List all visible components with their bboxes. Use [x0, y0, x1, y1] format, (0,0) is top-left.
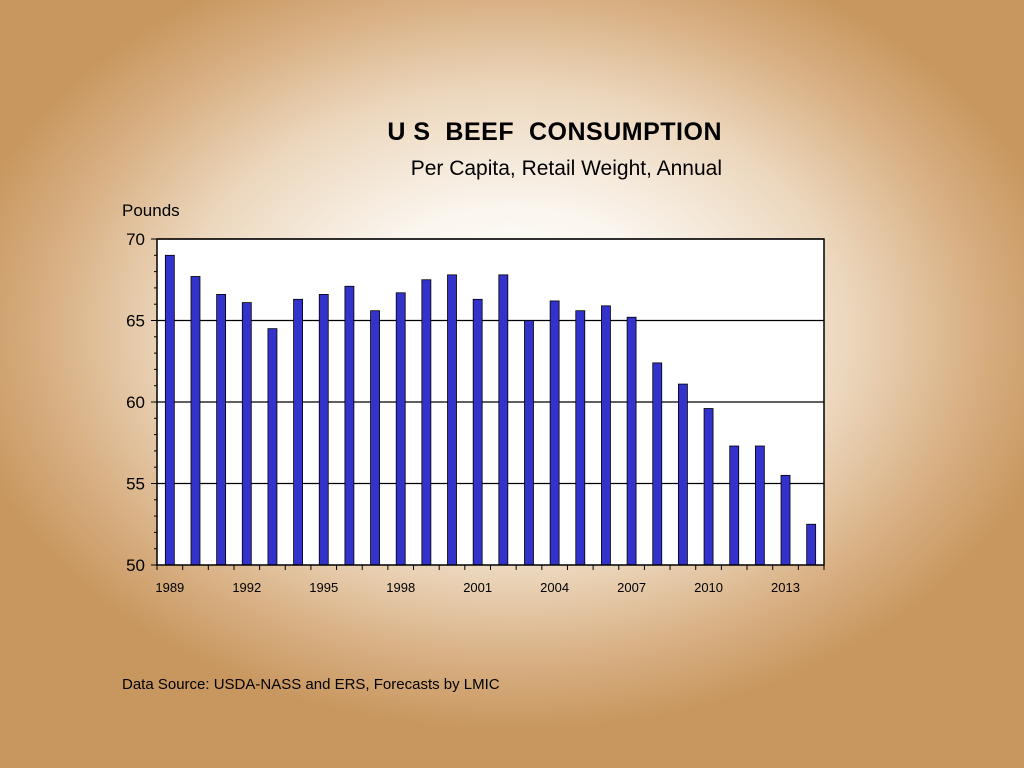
- bar-1998: [395, 292, 406, 566]
- bar-1991: [216, 294, 227, 566]
- bar-1994: [293, 298, 303, 566]
- bar-2002: [498, 274, 509, 566]
- bar-1992: [241, 302, 252, 566]
- bar-2008: [652, 362, 663, 566]
- bar-1990: [190, 276, 201, 566]
- y-axis-label: Pounds: [122, 201, 180, 220]
- y-tick-label: 55: [126, 475, 145, 494]
- bar-1997: [370, 310, 380, 566]
- x-tick-label: 2001: [463, 580, 492, 595]
- x-tick-label: 1989: [155, 580, 184, 595]
- bar-2013: [780, 474, 791, 566]
- x-tick-label: 1992: [232, 580, 261, 595]
- bar-2011: [729, 445, 740, 566]
- bar-2010: [703, 408, 714, 566]
- bar-2014: [806, 523, 817, 566]
- bar-1999: [421, 279, 432, 566]
- chart-subtitle: Per Capita, Retail Weight, Annual: [410, 157, 722, 180]
- bar-1993: [267, 328, 278, 566]
- bar-1995: [318, 294, 329, 566]
- bar-2012: [754, 445, 765, 566]
- x-tick-label: 1998: [386, 580, 415, 595]
- y-tick-label: 70: [126, 230, 145, 249]
- x-tick-label: 2004: [540, 580, 569, 595]
- x-tick-label: 2007: [617, 580, 646, 595]
- bar-2009: [678, 383, 688, 566]
- bar-2006: [601, 305, 611, 566]
- x-tick-label: 1995: [309, 580, 338, 595]
- bar-2004: [549, 300, 560, 566]
- bar-2000: [447, 274, 457, 566]
- bar-2005: [575, 310, 586, 566]
- bar-2007: [626, 316, 637, 566]
- y-tick-label: 65: [126, 312, 145, 331]
- y-tick-label: 50: [126, 556, 145, 575]
- data-source-note: Data Source: USDA-NASS and ERS, Forecast…: [122, 676, 500, 693]
- x-tick-label: 2010: [694, 580, 723, 595]
- y-tick-label: 60: [126, 393, 145, 412]
- bar-2001: [472, 298, 483, 566]
- bar-1989: [164, 254, 175, 566]
- bar-1996: [344, 285, 355, 566]
- chart-title: U S BEEF CONSUMPTION: [387, 118, 722, 146]
- x-tick-label: 2013: [771, 580, 800, 595]
- bar-2003: [524, 320, 534, 566]
